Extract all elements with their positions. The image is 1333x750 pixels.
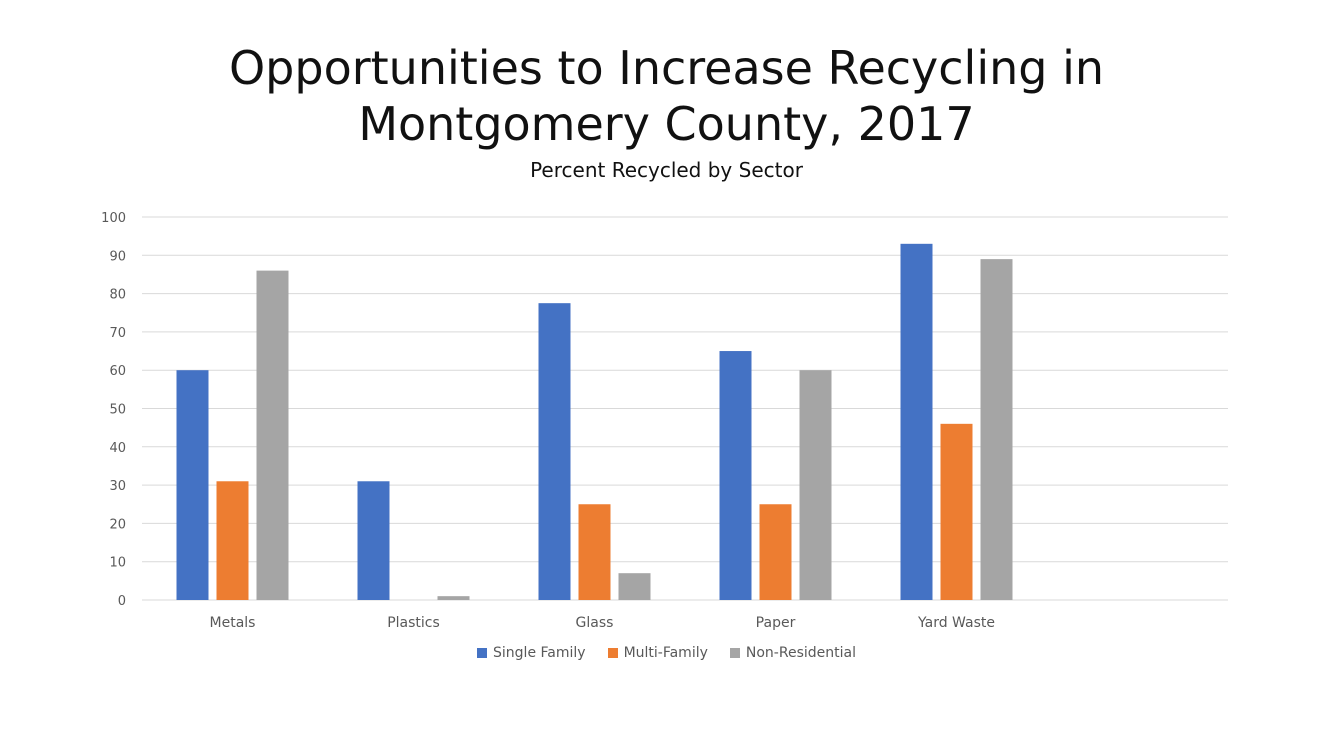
- legend-item: Non-Residential: [729, 645, 856, 661]
- bar-plastics-non-residential: [437, 596, 470, 600]
- y-tick-label: 90: [109, 249, 126, 264]
- x-tick-label: Plastics: [387, 615, 440, 631]
- bar-glass-non-residential: [618, 573, 651, 600]
- bar-yard-waste-single-family: [900, 243, 933, 600]
- y-tick-label: 50: [109, 403, 126, 418]
- y-tick-label: 100: [101, 211, 126, 226]
- legend-item: Single Family: [477, 645, 586, 661]
- y-tick-label: 80: [109, 288, 126, 303]
- bar-paper-multi-family: [759, 504, 792, 600]
- gridlines: [142, 216, 1228, 601]
- bar-yard-waste-non-residential: [980, 259, 1013, 600]
- legend-swatch: [729, 648, 740, 658]
- chart-subtitle: Percent Recycled by Sector: [530, 158, 803, 182]
- y-tick-label: 10: [109, 556, 126, 571]
- x-axis: Metals Plastics Glass Paper Yard Waste: [210, 615, 995, 631]
- bar-glass-multi-family: [578, 504, 611, 600]
- legend-label: Multi-Family: [623, 645, 708, 661]
- bar-metals-multi-family: [216, 481, 249, 600]
- bar-metals-non-residential: [256, 270, 289, 600]
- y-axis: 0 10 20 30 40 50 60 70 80 90 100: [101, 211, 126, 609]
- bar-plastics-single-family: [357, 481, 390, 600]
- bar-metals-single-family: [176, 370, 209, 600]
- y-tick-label: 20: [109, 517, 126, 532]
- y-tick-label: 0: [118, 594, 126, 609]
- bar-yard-waste-multi-family: [940, 423, 973, 600]
- legend-swatch: [477, 648, 488, 658]
- bar-glass-single-family: [538, 303, 571, 600]
- x-tick-label: Glass: [576, 615, 614, 631]
- x-tick-label: Metals: [210, 615, 256, 631]
- x-tick-label: Yard Waste: [917, 615, 995, 631]
- bars: [176, 243, 1013, 600]
- legend: Single Family Multi-Family Non-Residential: [0, 645, 1333, 661]
- legend-label: Non-Residential: [745, 645, 856, 661]
- y-tick-label: 30: [109, 479, 126, 494]
- x-tick-label: Paper: [756, 615, 796, 631]
- legend-item: Multi-Family: [607, 645, 708, 661]
- bar-paper-non-residential: [799, 370, 832, 600]
- legend-swatch: [607, 648, 618, 658]
- bar-paper-single-family: [719, 351, 752, 600]
- y-tick-label: 70: [109, 326, 126, 341]
- chart-title: Opportunities to Increase Recycling in M…: [228, 41, 1105, 151]
- y-tick-label: 60: [109, 364, 126, 379]
- legend-label: Single Family: [493, 645, 586, 661]
- y-tick-label: 40: [109, 441, 126, 456]
